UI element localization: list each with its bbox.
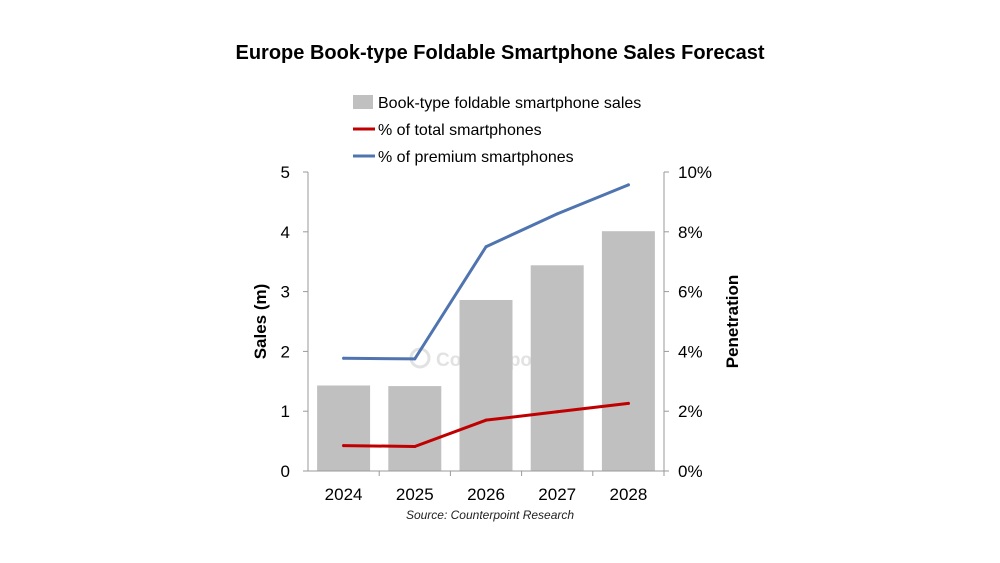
line-point-1-2027 bbox=[555, 410, 559, 414]
x-tick-label: 2028 bbox=[609, 485, 647, 504]
chart-title: Europe Book-type Foldable Smartphone Sal… bbox=[235, 42, 765, 64]
left-tick-label: 2 bbox=[281, 342, 290, 361]
axes bbox=[303, 171, 669, 476]
bar-2026 bbox=[459, 299, 513, 471]
right-tick-label: 2% bbox=[678, 402, 703, 421]
line-point-1-2028 bbox=[626, 401, 630, 405]
left-tick-label: 1 bbox=[281, 402, 290, 421]
bar-2028 bbox=[601, 231, 655, 471]
bar-2027 bbox=[530, 265, 584, 471]
legend-swatch-bar bbox=[353, 95, 373, 109]
left-tick-label: 0 bbox=[281, 462, 290, 481]
legend-label: Book-type foldable smartphone sales bbox=[378, 95, 641, 112]
bar-series bbox=[317, 231, 655, 471]
line-point-2-2024 bbox=[342, 356, 346, 360]
right-tick-label: 0% bbox=[678, 462, 703, 481]
left-tick-label: 3 bbox=[281, 283, 290, 302]
legend-label: % of total smartphones bbox=[378, 122, 542, 139]
x-tick-label: 2027 bbox=[538, 485, 576, 504]
bar-2024 bbox=[317, 385, 371, 471]
right-tick-label: 4% bbox=[678, 342, 703, 361]
right-tick-label: 8% bbox=[678, 223, 703, 242]
tick-labels: 0 1 2 3 4 5 0% 2% 4% 6% 8% 10% 2024 2025 2026 2027 2028 S… bbox=[251, 163, 742, 504]
left-tick-label: 4 bbox=[281, 223, 290, 242]
line-series bbox=[342, 183, 630, 448]
right-tick-label: 6% bbox=[678, 283, 703, 302]
right-tick-label: 10% bbox=[678, 163, 712, 182]
source-note: Source: Counterpoint Research bbox=[405, 508, 575, 522]
legend-label: % of premium smartphones bbox=[378, 149, 574, 166]
y-axis-title: Sales (m) bbox=[251, 284, 270, 360]
x-tick-label: 2024 bbox=[325, 485, 363, 504]
line-point-2-2026 bbox=[484, 245, 488, 249]
y2-axis-title: Penetration bbox=[723, 275, 742, 369]
left-tick-label: 5 bbox=[281, 163, 290, 182]
line-point-1-2026 bbox=[484, 418, 488, 422]
line-point-1-2025 bbox=[413, 444, 417, 448]
x-tick-label: 2026 bbox=[467, 485, 505, 504]
line-point-2-2025 bbox=[413, 357, 417, 361]
line-point-2-2028 bbox=[626, 183, 630, 187]
line-point-1-2024 bbox=[342, 444, 346, 448]
x-tick-label: 2025 bbox=[396, 485, 434, 504]
bar-2025 bbox=[388, 386, 442, 471]
legend: Book-type foldable smartphone sales % of … bbox=[353, 95, 641, 166]
line-point-2-2027 bbox=[555, 212, 559, 216]
